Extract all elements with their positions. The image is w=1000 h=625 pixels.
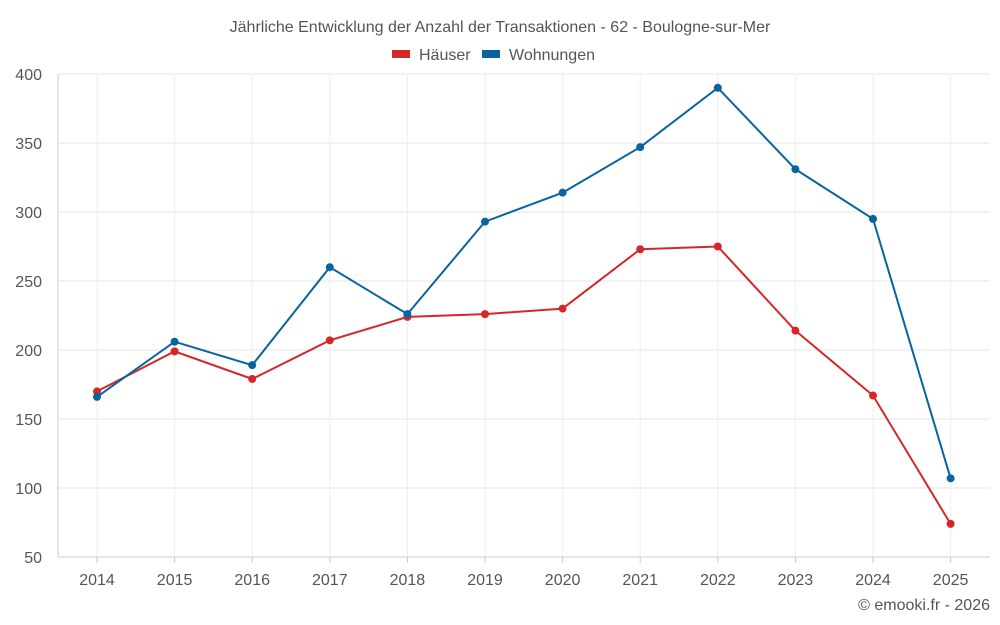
data-point (248, 361, 257, 370)
data-point (93, 387, 101, 396)
credit-text: © emooki.fr - 2026 (858, 597, 990, 614)
legend: Häuser Wohnungen (392, 47, 595, 64)
data-point (325, 336, 334, 345)
x-tick-label: 2018 (390, 572, 426, 589)
x-tick-label: 2020 (545, 572, 581, 589)
legend-swatch (392, 50, 410, 58)
x-tick-label: 2017 (312, 572, 348, 589)
x-tick-label: 2021 (622, 572, 658, 589)
legend-label: Häuser (419, 47, 471, 64)
data-point (558, 304, 567, 313)
data-point (713, 242, 722, 251)
data-point (481, 217, 489, 226)
y-tick-label: 350 (15, 136, 42, 153)
data-point (869, 214, 877, 223)
y-tick-label: 250 (15, 274, 42, 291)
legend-label: Wohnungen (509, 47, 595, 64)
data-point (791, 326, 800, 335)
x-tick-label: 2024 (855, 572, 891, 589)
data-point (869, 391, 877, 400)
x-tick-label: 2025 (933, 572, 969, 589)
data-point (946, 519, 955, 528)
x-tick-label: 2016 (234, 572, 270, 589)
x-tick-label: 2019 (467, 572, 503, 589)
data-point (713, 83, 722, 92)
series-line-1 (96, 86, 952, 479)
series-line-0 (96, 245, 952, 525)
legend-swatch (482, 50, 500, 58)
data-point (170, 347, 179, 356)
grid (58, 73, 990, 557)
data-point (170, 337, 179, 346)
y-tick-label: 100 (15, 481, 42, 498)
y-tick-label: 50 (24, 550, 42, 567)
x-tick-label: 2023 (778, 572, 814, 589)
axes: 50 100 150 200 250 300 350 400 2014 2015 2016 2017 2… (15, 67, 990, 589)
data-point (791, 165, 800, 174)
data-point (481, 310, 489, 319)
data-point (946, 474, 955, 483)
data-point (325, 263, 334, 272)
x-tick-label: 2014 (79, 572, 115, 589)
data-point (558, 188, 567, 197)
x-tick-label: 2022 (700, 572, 736, 589)
data-point (93, 392, 101, 401)
data-point (403, 310, 412, 319)
chart-title: Jährliche Entwicklung der Anzahl der Tra… (230, 19, 771, 36)
series-layer (93, 83, 955, 528)
data-point (248, 374, 257, 383)
y-tick-label: 150 (15, 412, 42, 429)
y-tick-label: 400 (15, 67, 42, 84)
data-point (636, 245, 645, 254)
data-point (636, 143, 645, 152)
x-tick-label: 2015 (157, 572, 193, 589)
y-tick-label: 300 (15, 205, 42, 222)
y-tick-label: 200 (15, 343, 42, 360)
